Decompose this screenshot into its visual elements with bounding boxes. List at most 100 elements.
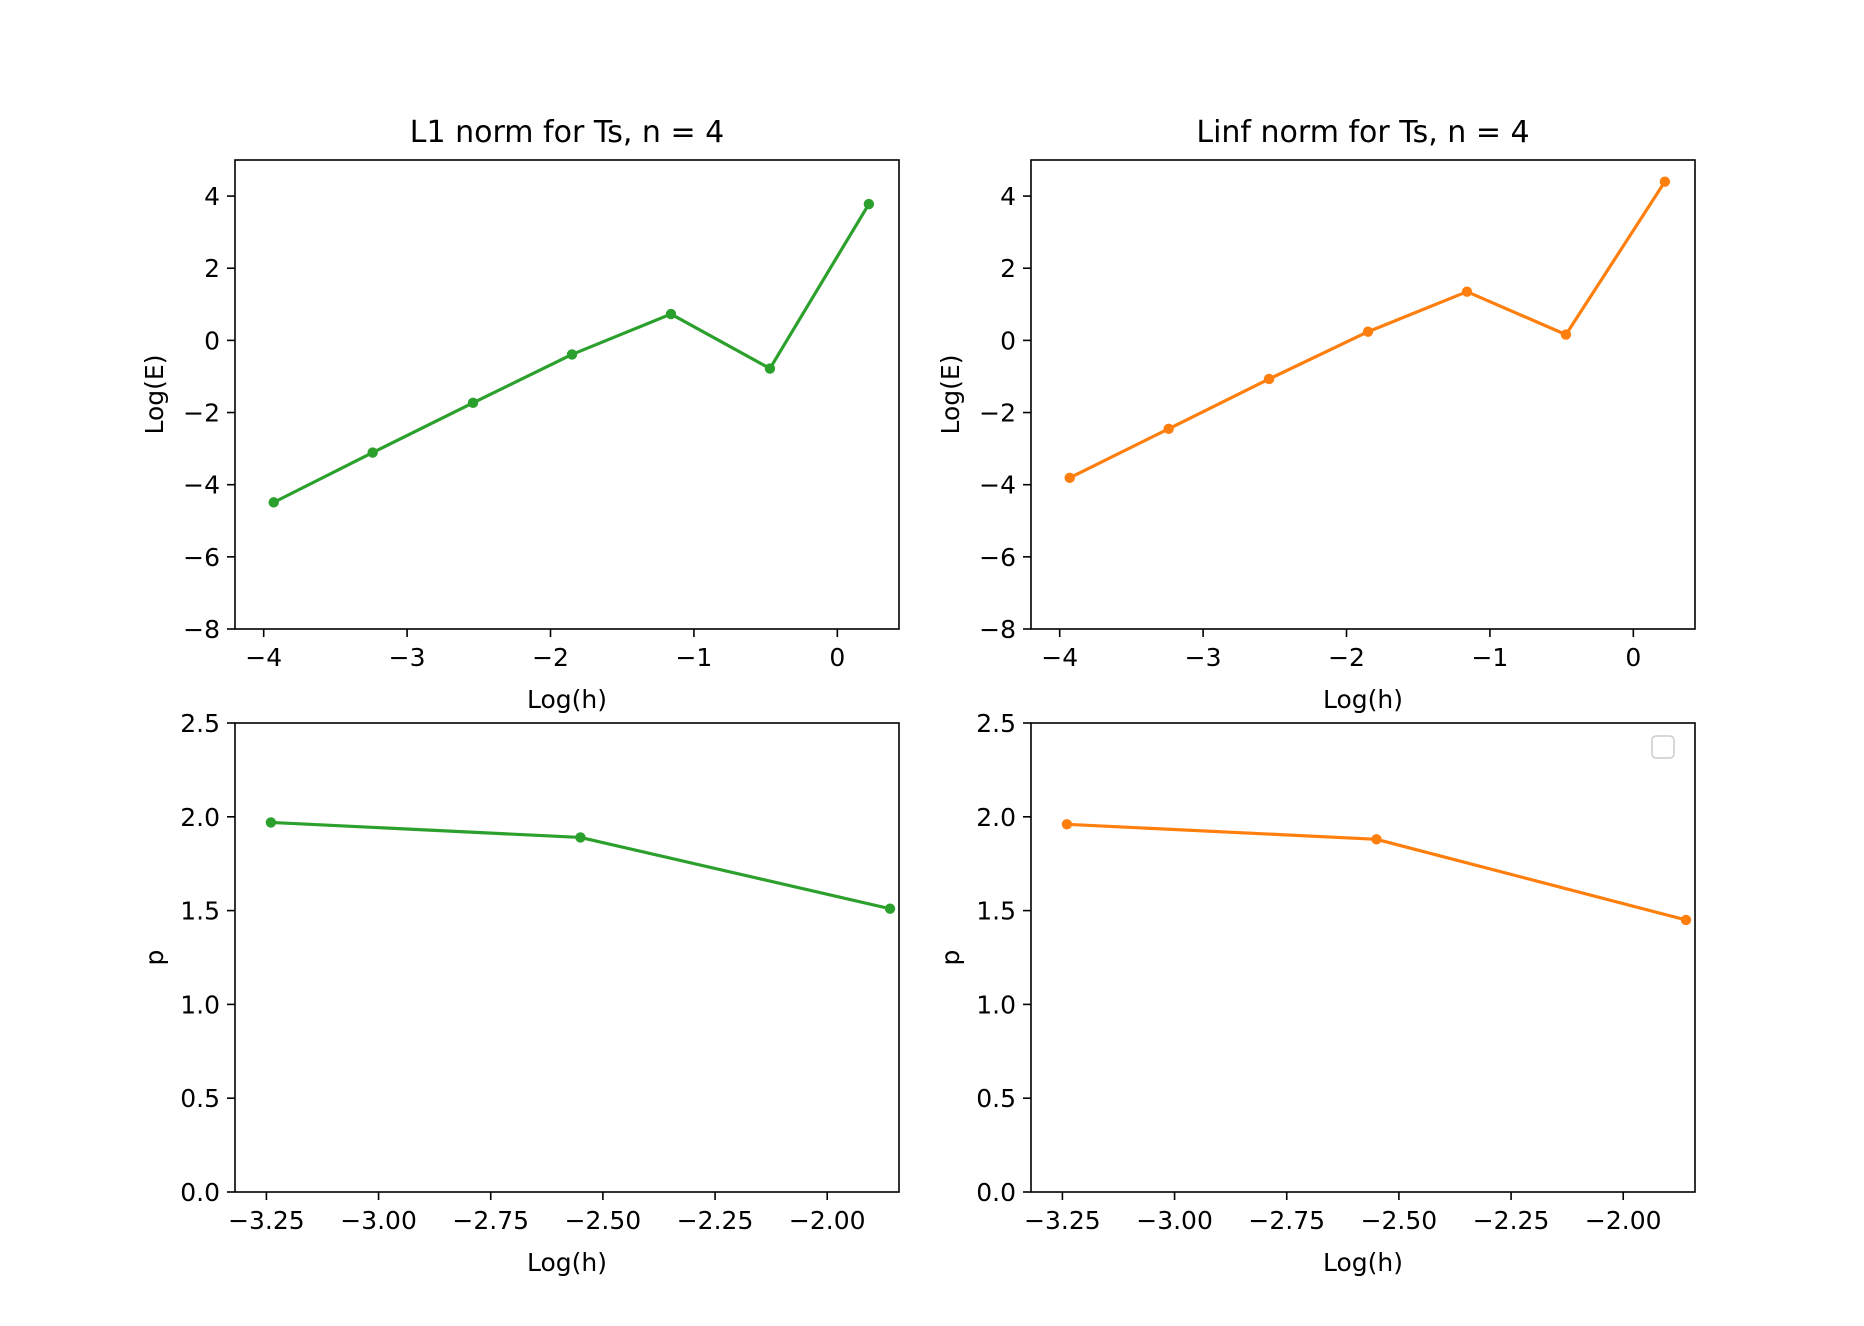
x-ticks: −3.25 −3.00 −2.75 −2.50 −2.25 −2.00 xyxy=(1024,1192,1662,1235)
y-tick-label: −2 xyxy=(979,399,1016,428)
data-point xyxy=(1371,834,1382,845)
y-tick-label: 1.5 xyxy=(180,897,220,926)
data-point xyxy=(1064,472,1075,484)
x-tick-label: −3 xyxy=(1185,643,1222,672)
y-tick-label: 1.5 xyxy=(976,897,1016,926)
y-tick-label: 1.0 xyxy=(180,990,220,1019)
x-ticks: −3.25 −3.00 −2.75 −2.50 −2.25 −2.00 xyxy=(228,1192,866,1235)
data-point xyxy=(1263,373,1275,385)
y-ticks: −8 −6 −4 −2 0 2 4 xyxy=(979,182,1031,644)
data-point xyxy=(268,497,279,508)
y-tick-label: −4 xyxy=(979,471,1016,500)
x-tick-label: −3.25 xyxy=(228,1206,305,1235)
y-ticks: −8 −6 −4 −2 0 2 4 xyxy=(183,182,235,644)
x-axis-label: Log(h) xyxy=(1323,1248,1403,1277)
y-tick-label: −6 xyxy=(979,543,1016,572)
x-tick-label: −3.25 xyxy=(1024,1206,1101,1235)
x-tick-label: −2.75 xyxy=(452,1206,529,1235)
x-ticks: −4 −3 −2 −1 0 xyxy=(1041,629,1641,672)
y-tick-label: −4 xyxy=(183,471,220,500)
data-point xyxy=(467,397,479,408)
y-tick-label: 0.5 xyxy=(180,1084,220,1113)
x-tick-label: −2 xyxy=(532,643,569,672)
data-point xyxy=(566,349,578,360)
y-tick-label: 1.0 xyxy=(976,990,1016,1019)
empty-legend-box xyxy=(1651,735,1675,759)
data-point xyxy=(1560,329,1572,340)
x-tick-label: −2.50 xyxy=(565,1206,642,1235)
y-tick-label: 2 xyxy=(204,254,220,283)
y-tick-label: 0.5 xyxy=(976,1084,1016,1113)
x-axis-label: Log(h) xyxy=(1323,685,1403,714)
data-point xyxy=(1163,423,1174,434)
x-tick-label: −4 xyxy=(1041,643,1078,672)
y-axis-label: Log(E) xyxy=(140,355,169,435)
y-tick-label: 0 xyxy=(1000,326,1016,355)
x-tick-label: −2.00 xyxy=(1585,1206,1662,1235)
data-point xyxy=(1061,819,1073,830)
y-tick-label: −2 xyxy=(183,399,220,428)
subplot-linf-order: −3.25 −3.00 −2.75 −2.50 −2.25 −2.00 0.0 0.5 1.0… xyxy=(936,709,1696,1277)
y-tick-label: 2.0 xyxy=(976,803,1016,832)
y-ticks: 0.0 0.5 1.0 1.5 2.0 2.5 xyxy=(180,709,235,1207)
x-tick-label: −2.00 xyxy=(789,1206,866,1235)
x-tick-label: −2.25 xyxy=(1473,1206,1550,1235)
data-point xyxy=(863,198,875,210)
x-tick-label: −1 xyxy=(675,643,712,672)
x-tick-label: −2.25 xyxy=(677,1206,754,1235)
y-ticks: 0.0 0.5 1.0 1.5 2.0 2.5 xyxy=(976,709,1031,1207)
x-axis-label: Log(h) xyxy=(527,685,607,714)
subplot-l1-order: −3.25 −3.00 −2.75 −2.50 −2.25 −2.00 0.0 0.5 1.0… xyxy=(140,709,900,1277)
x-ticks: −4 −3 −2 −1 0 xyxy=(245,629,845,672)
y-tick-label: 2.5 xyxy=(976,709,1016,738)
y-tick-label: 0 xyxy=(204,326,220,355)
y-tick-label: 0.0 xyxy=(976,1178,1016,1207)
y-tick-label: 2.5 xyxy=(180,709,220,738)
x-axis-label: Log(h) xyxy=(527,1248,607,1277)
y-tick-label: 2 xyxy=(1000,254,1016,283)
x-tick-label: −3.00 xyxy=(1136,1206,1213,1235)
x-tick-label: −2 xyxy=(1328,643,1365,672)
data-point xyxy=(265,817,277,828)
y-axis-label: p xyxy=(936,950,965,966)
y-tick-label: 4 xyxy=(1000,182,1016,211)
data-point xyxy=(884,903,896,914)
y-tick-label: −8 xyxy=(979,615,1016,644)
y-axis-label: p xyxy=(140,950,169,966)
axes-frame xyxy=(234,722,900,1193)
x-tick-label: −3.00 xyxy=(340,1206,417,1235)
series-marks xyxy=(1061,819,1692,926)
data-point xyxy=(367,447,378,458)
subplot-linf-norm: −4 −3 −2 −1 0 −8 −6 −4 −2 0 2 4 Linf norm for Ts, … xyxy=(936,115,1696,714)
series-marks xyxy=(268,198,875,508)
y-tick-label: 4 xyxy=(204,182,220,211)
data-point xyxy=(1362,326,1374,337)
x-tick-label: −3 xyxy=(389,643,426,672)
data-point xyxy=(1659,176,1671,187)
y-axis-label: Log(E) xyxy=(936,355,965,435)
x-tick-label: −4 xyxy=(245,643,282,672)
chart-title: Linf norm for Ts, n = 4 xyxy=(1196,115,1529,150)
y-tick-label: 2.0 xyxy=(180,803,220,832)
axes-frame xyxy=(1030,159,1696,630)
data-point xyxy=(665,308,677,320)
data-point xyxy=(575,832,586,843)
series-marks xyxy=(265,817,896,914)
series-marks xyxy=(1064,176,1671,484)
data-point xyxy=(764,363,776,374)
x-tick-label: −2.50 xyxy=(1361,1206,1438,1235)
x-tick-label: 0 xyxy=(829,643,845,672)
data-point xyxy=(1680,914,1692,926)
chart-title: L1 norm for Ts, n = 4 xyxy=(410,115,724,150)
subplot-l1-norm: −4 −3 −2 −1 0 −8 −6 −4 −2 0 2 4 L1 norm for Ts, n … xyxy=(140,115,900,714)
axes-frame xyxy=(234,159,900,630)
y-tick-label: −6 xyxy=(183,543,220,572)
y-tick-label: 0.0 xyxy=(180,1178,220,1207)
x-tick-label: −1 xyxy=(1471,643,1508,672)
axes-frame xyxy=(1030,722,1696,1193)
data-point xyxy=(1461,286,1473,297)
y-tick-label: −8 xyxy=(183,615,220,644)
x-tick-label: 0 xyxy=(1625,643,1641,672)
